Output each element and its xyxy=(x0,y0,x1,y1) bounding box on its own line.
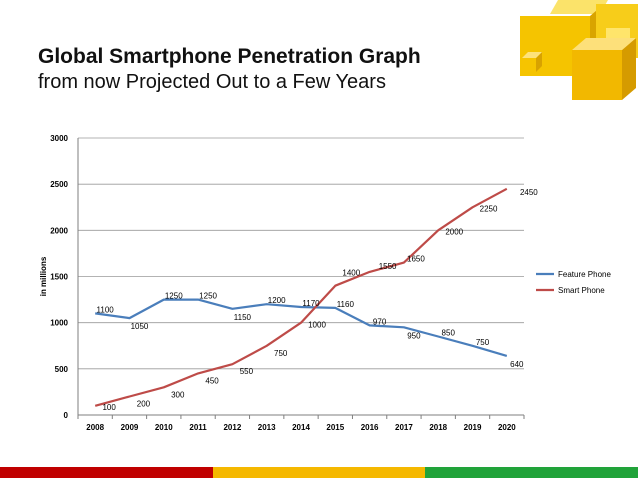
data-label-smart-phone: 550 xyxy=(240,367,254,376)
series-line-smart-phone xyxy=(94,187,508,407)
footer-green-segment xyxy=(425,467,638,478)
x-tick-label: 2011 xyxy=(189,423,207,432)
footer-red-segment xyxy=(0,467,213,478)
y-tick-label: 500 xyxy=(55,365,69,374)
data-label-smart-phone: 1400 xyxy=(342,269,360,278)
footer-yellow-segment xyxy=(212,467,426,478)
data-label-feature-phone: 1250 xyxy=(199,292,217,301)
data-label-feature-phone: 750 xyxy=(476,338,490,347)
data-label-feature-phone: 1250 xyxy=(165,292,183,301)
y-tick-label: 1500 xyxy=(50,273,68,282)
data-label-feature-phone: 1160 xyxy=(337,300,355,309)
data-label-smart-phone: 300 xyxy=(171,390,185,399)
data-label-smart-phone: 200 xyxy=(137,400,151,409)
data-label-feature-phone: 1050 xyxy=(131,322,149,331)
y-tick-label: 2000 xyxy=(50,226,68,235)
x-tick-label: 2018 xyxy=(429,423,447,432)
legend-label: Smart Phone xyxy=(558,286,605,295)
data-label-smart-phone: 750 xyxy=(274,349,288,358)
series-line-feature-phone xyxy=(95,298,508,357)
footer-color-bar xyxy=(0,467,638,478)
data-label-smart-phone: 100 xyxy=(102,403,116,412)
data-label-feature-phone: 950 xyxy=(407,331,421,340)
x-tick-label: 2016 xyxy=(361,423,379,432)
y-axis-label: in millions xyxy=(39,256,48,296)
data-label-feature-phone: 970 xyxy=(373,317,387,326)
x-tick-label: 2012 xyxy=(223,423,241,432)
page-subtitle: from now Projected Out to a Few Years xyxy=(38,71,386,93)
data-label-feature-phone: 1150 xyxy=(234,313,252,322)
data-label-smart-phone: 1550 xyxy=(379,262,397,271)
x-tick-label: 2015 xyxy=(326,423,344,432)
data-label-feature-phone: 640 xyxy=(510,360,524,369)
x-tick-label: 2010 xyxy=(155,423,173,432)
x-tick-label: 2008 xyxy=(86,423,104,432)
x-tick-label: 2009 xyxy=(121,423,139,432)
page-title: Global Smartphone Penetration Graph xyxy=(38,45,421,68)
data-label-smart-phone: 450 xyxy=(205,376,219,385)
x-tick-label: 2014 xyxy=(292,423,310,432)
data-label-smart-phone: 1000 xyxy=(308,321,326,330)
y-tick-label: 2500 xyxy=(50,180,68,189)
data-label-smart-phone: 2250 xyxy=(480,204,498,213)
title-block: Global Smartphone Penetration Graph from… xyxy=(38,44,421,95)
x-tick-label: 2020 xyxy=(498,423,516,432)
x-tick-label: 2019 xyxy=(464,423,482,432)
x-tick-label: 2017 xyxy=(395,423,413,432)
y-tick-label: 3000 xyxy=(50,134,68,143)
data-label-smart-phone: 1650 xyxy=(407,255,425,264)
data-label-smart-phone: 2450 xyxy=(520,188,538,197)
data-label-smart-phone: 2000 xyxy=(445,227,463,236)
data-label-feature-phone: 1100 xyxy=(97,305,115,314)
y-tick-label: 0 xyxy=(64,411,69,420)
data-label-feature-phone: 1170 xyxy=(302,299,320,308)
y-tick-label: 1000 xyxy=(50,319,68,328)
legend-label: Feature Phone xyxy=(558,270,611,279)
data-label-feature-phone: 1200 xyxy=(268,296,286,305)
data-label-feature-phone: 850 xyxy=(442,329,456,338)
decorative-cubes-icon xyxy=(520,0,638,100)
x-tick-label: 2013 xyxy=(258,423,276,432)
